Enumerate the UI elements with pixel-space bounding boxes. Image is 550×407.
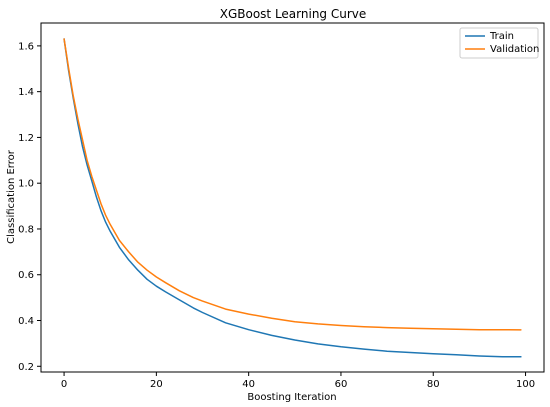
y-axis-label: Classification Error xyxy=(6,149,17,244)
x-tick-label: 20 xyxy=(150,379,163,390)
y-tick-label: 1.2 xyxy=(18,133,34,144)
legend-train-label: Train xyxy=(489,31,514,42)
y-axis-ticks: 0.2 0.4 0.6 0.8 1.0 1.2 1.4 1.6 xyxy=(18,41,41,373)
y-tick-label: 0.6 xyxy=(18,270,34,281)
x-axis-label: Boosting Iteration xyxy=(247,392,336,403)
series-line-train xyxy=(63,38,522,358)
x-tick-label: 60 xyxy=(335,379,348,390)
x-tick-label: 100 xyxy=(516,379,535,390)
plot-area-frame xyxy=(40,22,545,373)
legend: Train Validation xyxy=(459,27,539,59)
y-tick-label: 1.6 xyxy=(18,41,34,52)
x-tick-label: 80 xyxy=(427,379,440,390)
series-line-validation xyxy=(63,38,522,331)
y-tick-label: 0.4 xyxy=(18,316,34,327)
chart-title: XGBoost Learning Curve xyxy=(220,7,367,21)
y-tick-label: 0.8 xyxy=(18,224,34,235)
y-tick-label: 0.2 xyxy=(18,362,34,373)
legend-validation-label: Validation xyxy=(490,44,539,55)
series-lines xyxy=(63,38,522,358)
y-tick-label: 1.4 xyxy=(18,87,34,98)
x-axis-ticks: 0 20 40 60 80 100 xyxy=(61,372,535,390)
x-tick-label: 0 xyxy=(61,379,67,390)
x-tick-label: 40 xyxy=(242,379,255,390)
y-tick-label: 1.0 xyxy=(18,179,34,190)
